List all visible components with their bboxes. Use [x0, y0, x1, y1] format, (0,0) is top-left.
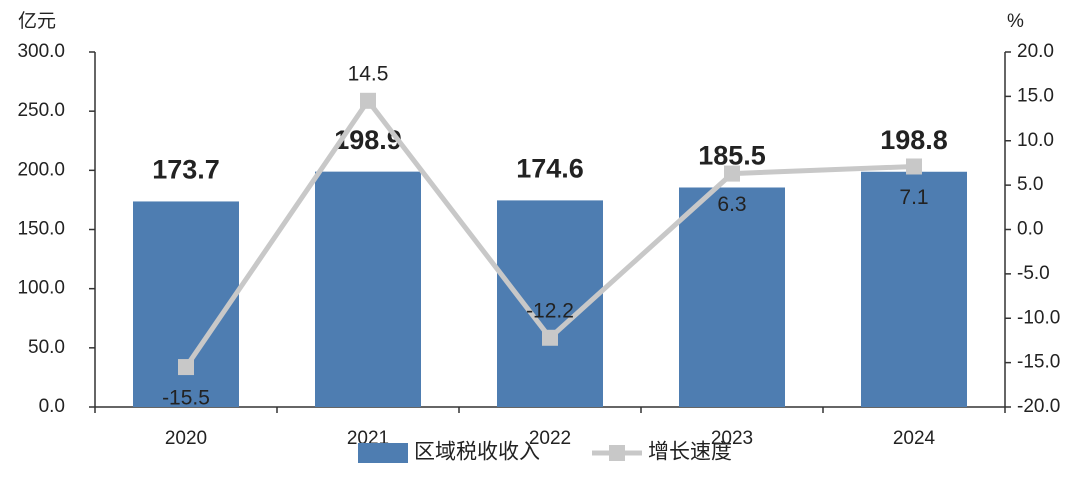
line-value-label: 7.1	[899, 186, 928, 209]
y-tick-label: 200.0	[17, 159, 65, 180]
line-value-label: -12.2	[526, 299, 574, 322]
y2-tick-label: 15.0	[1017, 85, 1054, 106]
bar-value-label: 173.7	[152, 155, 220, 185]
line-value-label: -15.5	[162, 387, 210, 410]
bar-value-label: 174.6	[516, 154, 584, 184]
legend-swatch	[358, 443, 408, 463]
y-tick-label: 300.0	[17, 41, 65, 62]
x-tick-label: 2022	[529, 428, 571, 449]
y-tick-label: 250.0	[17, 100, 65, 121]
y-tick-label: 50.0	[28, 337, 65, 358]
x-tick-label: 2024	[893, 428, 936, 449]
bar	[315, 171, 421, 407]
y2-tick-label: 20.0	[1017, 41, 1054, 62]
y2-tick-label: -10.0	[1017, 307, 1060, 328]
line-marker	[178, 359, 194, 376]
line-marker	[906, 158, 922, 175]
legend-label: 区域税收收入	[414, 441, 540, 464]
line-marker	[724, 165, 740, 182]
line-marker	[542, 329, 558, 346]
y2-tick-label: -20.0	[1017, 396, 1060, 417]
y2-tick-label: -15.0	[1017, 352, 1060, 373]
y-axis-unit: 亿元	[18, 10, 56, 32]
bar	[861, 171, 967, 407]
bar-value-label: 198.8	[880, 125, 948, 155]
y2-tick-label: 0.0	[1017, 219, 1043, 240]
y2-axis-unit: %	[1007, 11, 1024, 32]
y2-tick-label: -5.0	[1017, 263, 1050, 284]
line-marker	[360, 92, 376, 109]
y-tick-label: 100.0	[17, 278, 65, 299]
line-value-label: 6.3	[717, 193, 746, 216]
x-tick-label: 2023	[711, 428, 753, 449]
line-value-label: 14.5	[348, 62, 389, 85]
bar	[133, 201, 239, 407]
y-tick-label: 0.0	[39, 396, 65, 417]
bar	[679, 187, 785, 407]
y2-tick-label: 10.0	[1017, 130, 1054, 151]
legend-label: 增长速度	[648, 441, 732, 464]
x-tick-label: 2020	[165, 428, 207, 449]
legend-marker	[609, 445, 625, 461]
y-tick-label: 150.0	[17, 219, 65, 240]
y2-tick-label: 5.0	[1017, 174, 1043, 195]
